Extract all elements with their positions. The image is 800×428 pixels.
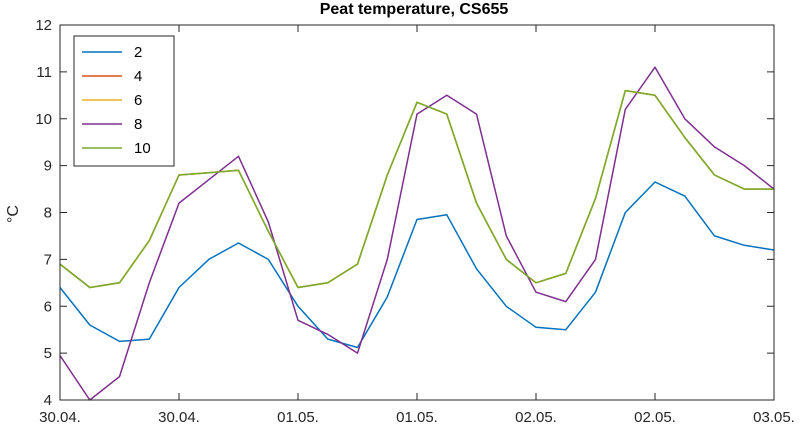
y-axis-label: °C (5, 205, 22, 223)
legend-label-6: 6 (134, 92, 142, 109)
series-line-2 (59, 181, 775, 349)
y-tick-label: 10 (35, 111, 52, 128)
legend: 2 4 6 8 10 (73, 35, 175, 167)
y-tick-label: 8 (44, 205, 52, 222)
x-tick-label: 03.05. (753, 409, 795, 426)
plot-area (59, 25, 775, 401)
legend-label-4: 4 (134, 68, 142, 85)
plot-background (60, 25, 774, 400)
x-tick-label: 01.05. (396, 409, 438, 426)
legend-label-2: 2 (134, 44, 142, 61)
chart-title: Peat temperature, CS655 (320, 1, 509, 18)
x-tick-label: 02.05. (515, 409, 557, 426)
legend-label-8: 8 (134, 116, 142, 133)
y-tick-label: 5 (44, 345, 52, 362)
x-tick-label: 02.05. (634, 409, 676, 426)
legend-box (73, 35, 175, 167)
y-tick-label: 11 (36, 64, 52, 81)
y-tick-label: 4 (44, 392, 52, 409)
y-tick-label: 7 (44, 251, 52, 268)
x-tick-label: 01.05. (277, 409, 319, 426)
x-tick-label: 30.04. (158, 409, 200, 426)
y-tick-label: 9 (44, 158, 52, 175)
x-tick-label: 30.04. (39, 409, 81, 426)
legend-label-10: 10 (134, 140, 151, 157)
axes: 30.04. 30.04. 01.05. 01.05. 02.05. 02.05. 03.0… (35, 17, 795, 426)
series-line-10 (59, 89, 774, 289)
series-line-8 (59, 66, 775, 401)
y-tick-label: 12 (35, 17, 52, 34)
y-tick-label: 6 (44, 298, 52, 315)
